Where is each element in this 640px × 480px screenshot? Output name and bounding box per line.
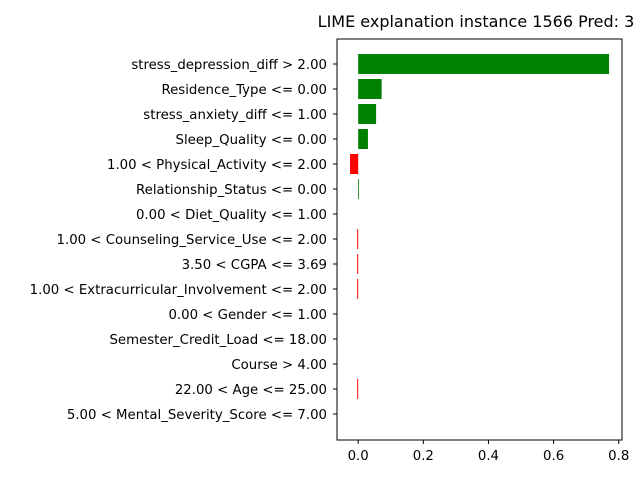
x-tick-label: 0.6 <box>543 449 564 464</box>
bar <box>358 179 359 199</box>
bar <box>358 79 382 99</box>
feature-label: Residence_Type <= 0.00 <box>161 83 327 98</box>
feature-label: stress_anxiety_diff <= 1.00 <box>143 108 327 123</box>
feature-label: Relationship_Status <= 0.00 <box>136 183 327 198</box>
feature-label: 1.00 < Extracurricular_Involvement <= 2.… <box>30 283 327 298</box>
x-tick-label: 0.4 <box>478 449 499 464</box>
x-tick-label: 0.2 <box>413 449 434 464</box>
y-tick-labels: stress_depression_diff > 2.00 Residence_T… <box>30 58 337 423</box>
bar <box>357 229 359 249</box>
chart-title: LIME explanation instance 1566 Pred: 3 <box>318 12 635 31</box>
feature-label: 22.00 < Age <= 25.00 <box>175 383 327 398</box>
feature-label: 0.00 < Gender <= 1.00 <box>168 308 327 323</box>
feature-label: Semester_Credit_Load <= 18.00 <box>109 333 327 348</box>
feature-label: 1.00 < Counseling_Service_Use <= 2.00 <box>57 233 327 248</box>
bar <box>350 154 359 174</box>
feature-label: 0.00 < Diet_Quality <= 1.00 <box>136 208 327 223</box>
x-tick-label: 0.8 <box>608 449 629 464</box>
bar <box>357 254 359 274</box>
feature-label: 5.00 < Mental_Severity_Score <= 7.00 <box>67 408 327 423</box>
x-tick-label: 0.0 <box>348 449 369 464</box>
feature-label: Course > 4.00 <box>231 358 327 373</box>
bar <box>357 379 359 399</box>
plot-frame <box>336 38 623 441</box>
bar <box>358 104 377 124</box>
feature-label: stress_depression_diff > 2.00 <box>131 58 327 73</box>
x-ticks: 0.0 0.2 0.4 0.6 0.8 <box>348 440 629 464</box>
bar <box>358 129 368 149</box>
feature-label: 3.50 < CGPA <= 3.69 <box>182 258 327 273</box>
bar <box>357 279 359 299</box>
bars-group <box>350 54 609 399</box>
feature-label: 1.00 < Physical_Activity <= 2.00 <box>107 158 327 173</box>
feature-label: Sleep_Quality <= 0.00 <box>176 133 327 148</box>
bar <box>358 54 609 74</box>
